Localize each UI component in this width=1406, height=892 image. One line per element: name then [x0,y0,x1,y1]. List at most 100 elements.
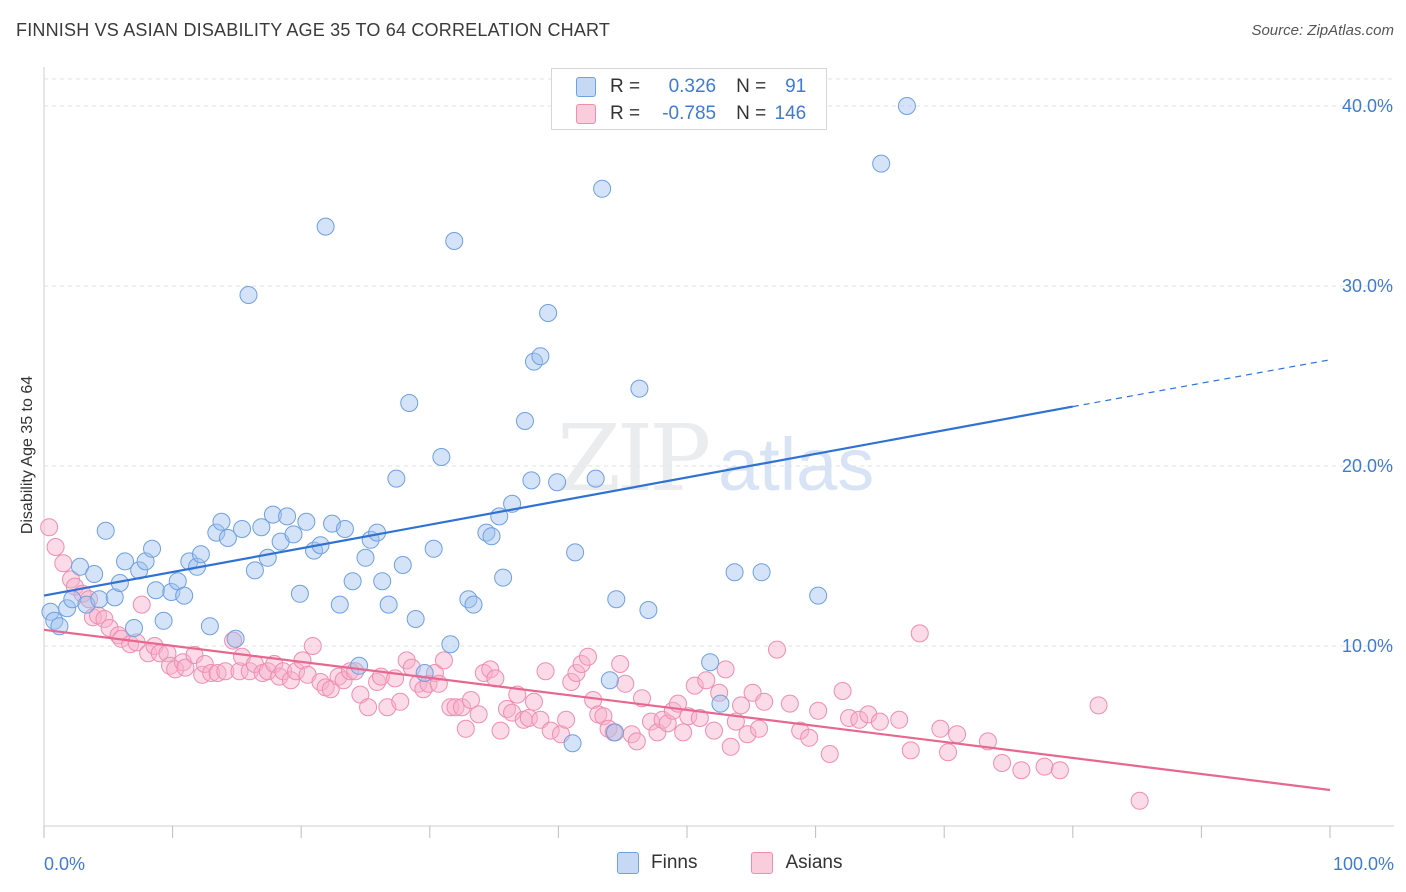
finn-point [605,723,624,742]
asian-point [519,709,538,727]
asian-point [791,721,810,740]
asian-point [738,725,757,744]
finn-point [630,379,649,398]
asian-point [391,692,410,711]
finn-point [207,523,226,542]
asian-point [208,664,227,682]
finn-point [482,527,501,546]
finn-point [477,523,496,542]
legend-swatch-finns [576,77,596,97]
asian-point [616,674,635,693]
finn-point [639,601,658,619]
finns-trend-line [43,405,1073,597]
asian-point [224,631,243,650]
asian-point [46,538,65,556]
finn-point [245,561,264,580]
finn-point [226,629,245,648]
asian-point [100,619,119,637]
asian-point [557,710,576,729]
asian-point [833,682,852,700]
asian-point [491,721,510,740]
asian-point [993,754,1012,772]
finn-point [566,543,585,562]
legend-r-label: R = [610,76,641,97]
asian-point [1050,761,1069,780]
finn-point [278,507,297,526]
asian-point [230,662,249,681]
finns-points [41,97,916,753]
asian-point [132,595,151,614]
asian-point [1012,761,1031,780]
asian-point [890,710,909,729]
y-tick-label: 40.0% [1342,96,1393,116]
finn-point [711,694,730,713]
finn-point [607,590,626,609]
finn-point [464,595,483,614]
finn-point [45,611,64,630]
asian-point [948,725,967,744]
asian-point [978,732,997,751]
asian-point [311,673,330,691]
x-tick-label-min: 0.0% [44,854,85,874]
finn-point [191,545,210,564]
legend-n-value-asians: 146 [774,103,807,124]
asians-trend-line [43,628,1331,792]
finn-point [600,671,619,690]
finn-point [316,217,335,236]
asian-point [497,700,516,718]
legend-r-label: R = [610,103,641,124]
asian-point [611,655,630,673]
finn-point [432,448,451,466]
legend-row-finns: R = 0.326 N = 91 [576,75,806,99]
asian-point [469,705,488,724]
finn-point [239,286,258,304]
legend-r-value-asians: -0.785 [662,103,717,124]
source-label: Source: ZipAtlas.com [1251,22,1394,39]
asian-point [653,710,672,729]
asian-point [434,651,453,670]
gridlines [44,78,1394,647]
finn-point [218,529,237,547]
watermark-atlas: atlas [718,423,874,506]
asian-point [768,640,787,659]
asian-point [281,671,300,690]
axes [43,67,1394,827]
finn-point [459,590,478,609]
asian-point [216,662,235,681]
finn-point [725,563,744,582]
asian-point [419,674,438,693]
asian-point [632,689,651,708]
finn-point [548,473,567,492]
asian-point [567,664,586,682]
finn-point [175,586,194,605]
finn-point [350,656,369,675]
asian-point [40,518,59,537]
finn-point [809,586,828,605]
finn-point [258,548,277,567]
asian-point [446,698,465,717]
asian-point [202,664,221,682]
asian-point [732,696,751,715]
finn-point [154,611,173,630]
asian-point [461,691,480,709]
legend-swatch-asians [576,104,596,124]
finn-point [406,610,425,628]
finn-point [212,512,231,531]
finn-point [85,565,104,583]
finn-point [522,471,541,490]
legend-n-label: N = [736,103,767,124]
finn-point [263,505,282,524]
asian-point [750,719,769,738]
asian-point [536,662,555,681]
finn-point [96,521,115,540]
finn-point [58,599,77,618]
asian-point [578,647,597,666]
finns-legend-label: Finns [651,852,698,873]
legend-n-label: N = [736,76,767,97]
finn-point [373,572,392,591]
finn-point [393,556,412,574]
asian-point [870,712,889,731]
asian-point [359,698,378,717]
y-axis-label: Disability Age 35 to 64 [19,375,36,535]
